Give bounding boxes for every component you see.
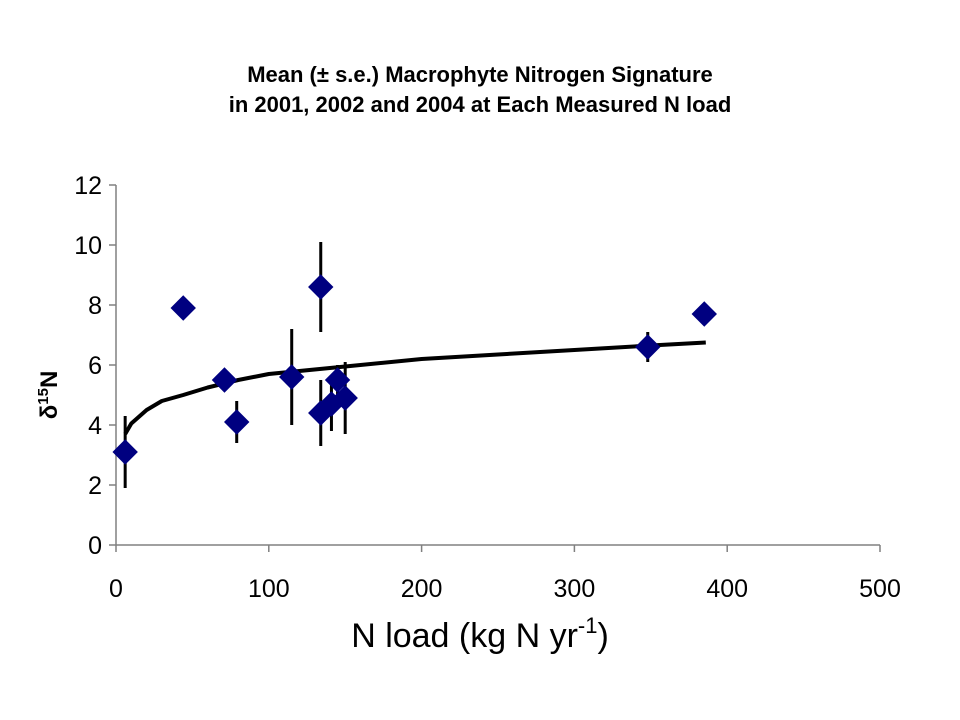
- chart-subtitle: in 2001, 2002 and 2004 at Each Measured …: [228, 92, 732, 117]
- data-point: [112, 439, 138, 465]
- data-point: [211, 367, 238, 393]
- y-tick-label: 8: [88, 292, 102, 320]
- fit-curve: [123, 340, 706, 436]
- data-point: [332, 385, 358, 411]
- y-tick-label: 0: [88, 532, 102, 560]
- x-axis-label-close: ): [597, 617, 609, 655]
- x-tick-label: 100: [248, 575, 290, 603]
- y-tick-label: 10: [74, 232, 102, 260]
- x-tick-label: 300: [554, 575, 596, 603]
- x-axis-label-sup: -1: [577, 613, 598, 638]
- data-point: [279, 364, 305, 390]
- x-axis-label-main: N load (kg N yr: [351, 617, 578, 655]
- chart-title: Mean (± s.e.) Macrophyte Nitrogen Signat…: [247, 62, 713, 87]
- error-bar-layer: [123, 242, 650, 488]
- data-point-layer: [112, 274, 717, 465]
- fit-curve-layer: [123, 340, 706, 436]
- data-point: [224, 409, 250, 435]
- y-tick-label: 2: [88, 472, 102, 500]
- y-tick-label: 12: [74, 172, 102, 200]
- chart-title-block: Mean (± s.e.) Macrophyte Nitrogen Signat…: [0, 60, 960, 120]
- data-point: [324, 367, 351, 393]
- axes: 0 2 4 6 8 10 12 0 100 200 300 400 500: [74, 172, 901, 603]
- y-axis-label: δ15N: [35, 371, 63, 420]
- data-point: [170, 295, 196, 321]
- x-tick-label: 0: [109, 575, 123, 603]
- x-tick-label: 500: [859, 575, 901, 603]
- data-point: [308, 274, 334, 300]
- y-tick-label: 4: [88, 412, 102, 440]
- x-axis-label: N load (kg N yr-1): [0, 615, 960, 656]
- data-point: [691, 301, 717, 327]
- x-tick-label: 400: [706, 575, 748, 603]
- y-tick-label: 6: [88, 352, 102, 380]
- data-point: [635, 334, 661, 360]
- x-tick-label: 200: [401, 575, 443, 603]
